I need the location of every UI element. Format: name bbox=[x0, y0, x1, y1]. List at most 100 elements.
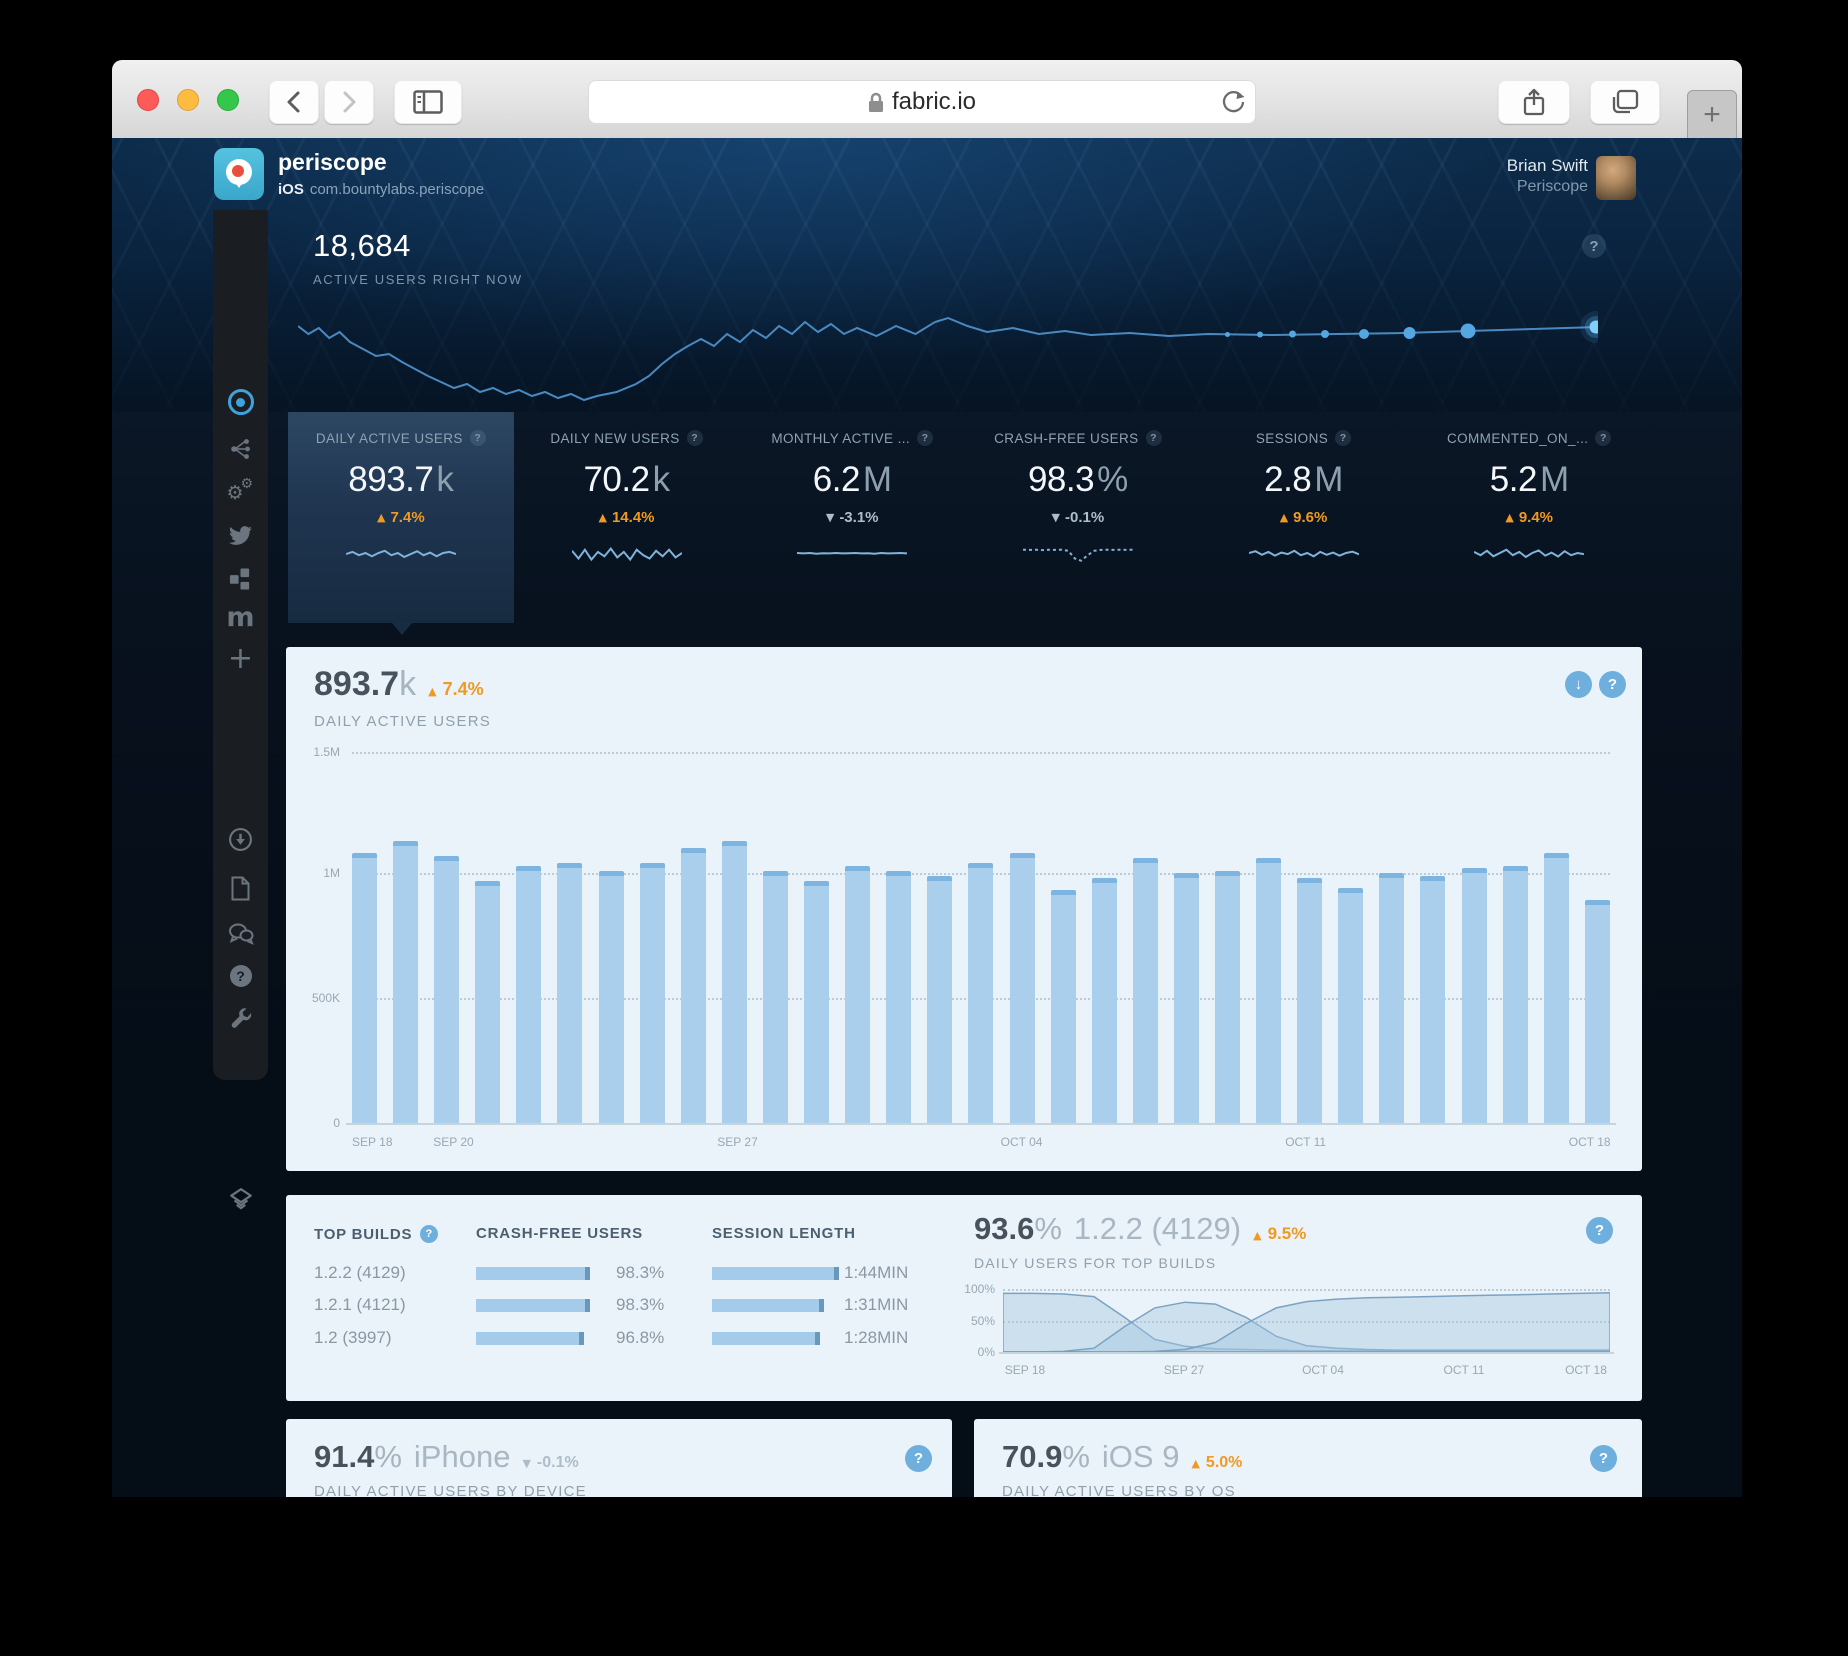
zoom-window-button[interactable] bbox=[217, 89, 239, 111]
crash-free-value: 98.3% bbox=[616, 1263, 665, 1282]
sidebar-item-settings[interactable]: ⚙ ⚙ bbox=[213, 476, 268, 506]
delta-up-icon: ▲ bbox=[1505, 511, 1514, 524]
help-icon[interactable]: ? bbox=[1582, 234, 1606, 258]
build-name: 1.2.1 (4121) bbox=[314, 1295, 406, 1314]
crash-free-value: 96.8% bbox=[616, 1328, 665, 1347]
delta-down-icon: ▼ bbox=[1051, 511, 1060, 524]
sidebar-item-dashboard[interactable] bbox=[213, 387, 268, 417]
close-window-button[interactable] bbox=[137, 89, 159, 111]
session-length-bar bbox=[712, 1332, 820, 1345]
help-icon[interactable]: ? bbox=[917, 430, 934, 446]
forward-button[interactable] bbox=[324, 80, 374, 124]
value: 893.7 bbox=[348, 460, 434, 499]
help-icon[interactable]: ? bbox=[469, 430, 486, 446]
tab-label-text: COMMENTED_ON_... bbox=[1446, 430, 1589, 446]
tab-sparkline bbox=[797, 551, 908, 555]
help-icon[interactable]: ? bbox=[420, 1225, 439, 1243]
metric-tab-1[interactable]: DAILY ACTIVE USERS? 893.7k ▲ 7.4% bbox=[288, 412, 514, 623]
delta-value: 7.4% bbox=[390, 509, 425, 526]
sidebar-item-twitter[interactable] bbox=[213, 520, 268, 550]
avatar[interactable] bbox=[1596, 156, 1636, 200]
bar bbox=[475, 881, 501, 1123]
sidebar-item-layers[interactable] bbox=[213, 1185, 268, 1215]
tab-sparkline bbox=[1474, 548, 1585, 559]
chat-icon bbox=[228, 923, 254, 945]
bar bbox=[1214, 871, 1240, 1123]
x-axis-label: OCT 04 bbox=[1302, 1363, 1344, 1377]
x-axis-label: SEP 18 bbox=[1004, 1363, 1046, 1377]
download-icon[interactable]: ↓ bbox=[1565, 671, 1592, 698]
y-axis-label: 500K bbox=[311, 991, 340, 1005]
tabs-overview-icon bbox=[1612, 89, 1639, 114]
sidebar-item-share[interactable] bbox=[213, 434, 268, 464]
share-button[interactable] bbox=[1498, 80, 1570, 124]
help-icon[interactable]: ? bbox=[1599, 671, 1626, 698]
sidebar-item-mopub[interactable]: m bbox=[213, 603, 268, 633]
lock-icon bbox=[868, 92, 883, 112]
x-axis-line bbox=[999, 1352, 1614, 1354]
refresh-icon bbox=[1222, 91, 1245, 113]
refresh-button[interactable] bbox=[1220, 89, 1246, 120]
show-all-tabs-button[interactable] bbox=[1590, 80, 1660, 124]
session-length-value: 1:31MIN bbox=[844, 1295, 909, 1314]
metric-tab-6[interactable]: COMMENTED_ON_...? 5.2M ▲ 9.4% bbox=[1416, 412, 1642, 623]
bar bbox=[434, 856, 460, 1123]
help-icon[interactable]: ? bbox=[905, 1445, 932, 1472]
sidebar-item-docs[interactable] bbox=[213, 873, 268, 903]
sidebar-item-apps[interactable] bbox=[213, 564, 268, 594]
bar bbox=[1461, 868, 1487, 1123]
sidebar-item-feedback[interactable] bbox=[213, 918, 268, 948]
address-bar[interactable]: fabric.io bbox=[588, 80, 1256, 124]
crash-free-bar bbox=[476, 1332, 584, 1345]
help-icon[interactable]: ? bbox=[1586, 1217, 1613, 1244]
tab-value: 5.2M bbox=[1490, 460, 1569, 500]
x-axis-label: SEP 18 bbox=[352, 1135, 393, 1149]
value-suffix: k bbox=[399, 665, 417, 703]
download-circle-icon bbox=[229, 827, 252, 851]
metric-tab-5[interactable]: SESSIONS? 2.8M ▲ 9.6% bbox=[1191, 412, 1417, 623]
tab-value: 6.2M bbox=[813, 460, 892, 500]
session-length-value: 1:44MIN bbox=[844, 1263, 909, 1282]
delta-up-icon: ▲ bbox=[377, 511, 386, 524]
hero-banner bbox=[112, 138, 1742, 412]
minimize-window-button[interactable] bbox=[177, 89, 199, 111]
periscope-logo-icon[interactable] bbox=[214, 148, 264, 200]
tab-sparkline bbox=[1022, 548, 1133, 562]
app-bundle: iOS com.bountylabs.periscope bbox=[278, 181, 484, 198]
sidebar-toggle-button[interactable] bbox=[394, 80, 462, 124]
help-icon[interactable]: ? bbox=[686, 430, 703, 446]
help-icon[interactable]: ? bbox=[1145, 430, 1162, 446]
sidebar-item-downloads[interactable] bbox=[213, 824, 268, 854]
back-button[interactable] bbox=[269, 80, 319, 124]
metric-tab-4[interactable]: CRASH-FREE USERS? 98.3% ▼ -0.1% bbox=[965, 412, 1191, 623]
new-tab-button[interactable]: + bbox=[1687, 90, 1737, 138]
value-suffix: M bbox=[862, 460, 892, 499]
bar bbox=[1420, 876, 1446, 1123]
sidebar-item-add-app[interactable]: + bbox=[213, 644, 268, 674]
tab-delta: ▲ 9.4% bbox=[1505, 509, 1553, 526]
device-card: 91.4% iPhone ▼ -0.1% DAILY ACTIVE USERS B… bbox=[286, 1419, 952, 1497]
session-length-bar bbox=[712, 1267, 839, 1280]
os-card-title: DAILY ACTIVE USERS BY OS bbox=[1002, 1483, 1236, 1497]
tab-delta: ▲ 14.4% bbox=[599, 509, 655, 526]
metric-tab-3[interactable]: MONTHLY ACTIVE ...? 6.2M ▼ -3.1% bbox=[739, 412, 965, 623]
sidebar-item-help[interactable]: ? bbox=[213, 961, 268, 991]
value: 5.2 bbox=[1489, 460, 1538, 499]
help-icon[interactable]: ? bbox=[1590, 1445, 1617, 1472]
build-name: 1.2.2 (4129) bbox=[314, 1263, 406, 1282]
crash-free-bar bbox=[476, 1267, 590, 1280]
sidebar-item-tools[interactable] bbox=[213, 1004, 268, 1034]
metric-tab-2[interactable]: DAILY NEW USERS? 70.2k ▲ 14.4% bbox=[514, 412, 740, 623]
share-icon bbox=[1523, 88, 1545, 116]
bar bbox=[352, 853, 377, 1123]
x-axis-label: OCT 18 bbox=[1565, 1363, 1607, 1377]
tab-label: DAILY NEW USERS? bbox=[550, 430, 703, 446]
help-icon[interactable]: ? bbox=[1335, 430, 1352, 446]
account-menu[interactable]: Brian Swift Periscope bbox=[1507, 155, 1588, 197]
bar bbox=[1297, 878, 1323, 1123]
user-name: Brian Swift bbox=[1506, 156, 1588, 175]
app-title: periscope bbox=[278, 149, 387, 175]
blocks-icon bbox=[229, 568, 250, 590]
help-icon[interactable]: ? bbox=[1595, 430, 1612, 446]
